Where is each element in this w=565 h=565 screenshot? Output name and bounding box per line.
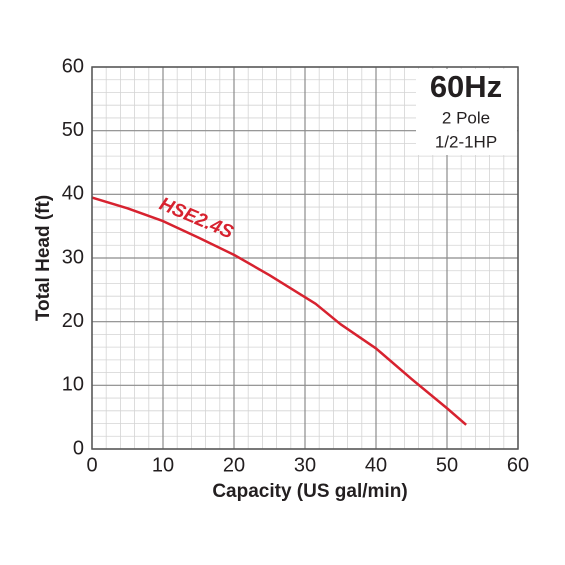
x-tick-label: 40 <box>365 454 387 476</box>
y-tick-label: 30 <box>62 246 84 268</box>
x-tick-label: 30 <box>294 454 316 476</box>
x-tick-label: 0 <box>86 454 97 476</box>
plot-frame <box>91 66 519 450</box>
x-tick-label: 20 <box>223 454 245 476</box>
legend-box <box>416 69 517 155</box>
y-tick-label: 10 <box>62 374 84 396</box>
x-tick-label: 60 <box>507 454 529 476</box>
y-tick-label: 40 <box>62 183 84 205</box>
y-tick-label: 20 <box>62 310 84 332</box>
annotation: 2 Pole <box>442 108 490 127</box>
x-tick-label: 50 <box>436 454 458 476</box>
annotation: 60Hz <box>430 69 502 104</box>
x-axis-title: Capacity (US gal/min) <box>212 481 407 502</box>
y-tick-label: 0 <box>73 437 84 459</box>
y-tick-label: 60 <box>62 55 84 77</box>
x-tick-label: 10 <box>152 454 174 476</box>
y-tick-label: 50 <box>62 119 84 141</box>
y-axis-title: Total Head (ft) <box>33 195 54 321</box>
curve <box>91 196 467 426</box>
annotation: 1/2-1HP <box>435 132 497 151</box>
